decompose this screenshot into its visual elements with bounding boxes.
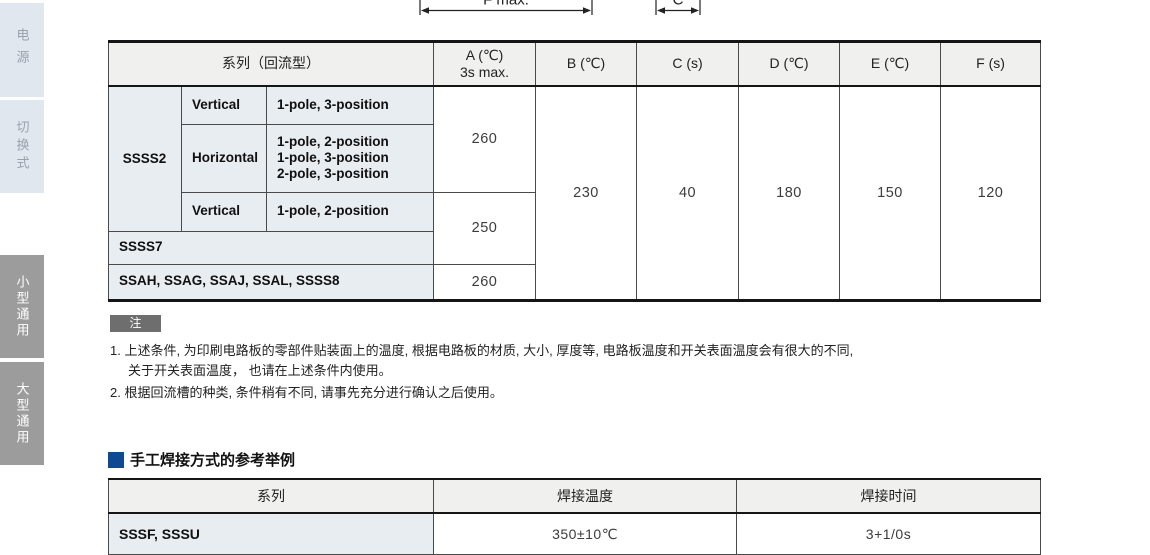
col-header-a-line1: A (℃) — [465, 46, 504, 63]
col-header-d: D (℃) — [738, 41, 841, 87]
cell-series-ssss7: SSSS7 — [107, 230, 435, 265]
cell-positions-2-line1: 1-pole, 2-position — [277, 133, 389, 149]
reflow-header-row: 系列（回流型） A (℃) 3s max. B (℃) C (s) D (℃) … — [107, 41, 1042, 87]
cell-a-260-top: 260 — [433, 85, 537, 193]
f-dim-arrowhead-right — [583, 7, 591, 14]
section-square-icon — [108, 451, 124, 468]
f-dim-arrowhead-left — [421, 7, 429, 14]
sidebar-tab-toggle-type: 切换式 — [0, 100, 44, 193]
cell-series-sssf-sssu: SSSF, SSSU — [108, 512, 434, 555]
note-badge: 注 — [110, 315, 161, 332]
f-max-dimension-label: F max. — [483, 0, 529, 9]
col-header-f: F (s) — [940, 41, 1042, 87]
cell-solder-time: 3+1/0s — [736, 512, 1041, 555]
col-header-solder-temp: 焊接温度 — [433, 478, 737, 514]
cell-positions-2-line2: 1-pole, 3-position — [277, 149, 389, 165]
section-title: 手工焊接方式的参考举例 — [130, 452, 296, 469]
table-row: SSAH, SSAG, SSAJ, SSAL, SSSS8 260 — [107, 263, 1041, 301]
dimension-diagram: F max. C — [419, 0, 701, 15]
c-dimension-label: C — [673, 0, 684, 9]
col-header-a-line2: 3s max. — [460, 64, 510, 80]
col-header-series-group: 系列（回流型） — [107, 41, 435, 87]
c-dim-arrowhead-right — [691, 7, 699, 14]
cell-orientation-horizontal: Horizontal — [181, 123, 267, 193]
col-header-b: B (℃) — [535, 41, 638, 87]
col-header-solder-time: 焊接时间 — [736, 478, 1041, 514]
sidebar-tab-small-general: 小型通用 — [0, 255, 44, 358]
cell-c-40: 40 — [636, 85, 740, 301]
cell-positions-1: 1-pole, 3-position — [265, 85, 435, 125]
reflow-conditions-table: 系列（回流型） A (℃) 3s max. B (℃) C (s) D (℃) … — [107, 40, 1042, 302]
table-row: Horizontal 1-pole, 2-position 1-pole, 3-… — [109, 123, 1041, 193]
note-1-line-2: 关于开关表面温度， 也请在上述条件内使用。 — [128, 363, 392, 378]
cell-series-ssah-group: SSAH, SSAG, SSAJ, SSAL, SSSS8 — [107, 263, 435, 301]
table-row: SSSS7 — [107, 230, 1041, 265]
cell-positions-3: 1-pole, 2-position — [265, 191, 435, 232]
hand-solder-table-container: 系列 焊接温度 焊接时间 SSSF, SSSU 350±10℃ 3+1/0s — [108, 478, 1041, 555]
c-dim-arrowhead-left — [657, 7, 665, 14]
hand-solder-section-header: 手工焊接方式的参考举例 — [108, 449, 295, 470]
cell-positions-2: 1-pole, 2-position 1-pole, 3-position 2-… — [265, 123, 435, 193]
col-header-series: 系列 — [108, 478, 434, 514]
cell-d-180: 180 — [738, 85, 841, 301]
sidebar-tab-power-supply: 电源 — [0, 3, 44, 97]
reflow-table-container: 系列（回流型） A (℃) 3s max. B (℃) C (s) D (℃) … — [107, 40, 1042, 302]
cell-e-150: 150 — [839, 85, 942, 301]
hand-solder-table: 系列 焊接温度 焊接时间 SSSF, SSSU 350±10℃ 3+1/0s — [108, 478, 1041, 555]
cell-a-250: 250 — [433, 191, 537, 265]
cell-f-120: 120 — [940, 85, 1042, 301]
sidebar-tab-large-general: 大型通用 — [0, 362, 44, 465]
col-header-e: E (℃) — [839, 41, 942, 87]
cell-orientation-vertical-1: Vertical — [181, 85, 267, 125]
note-1-line-1: 1. 上述条件, 为印刷电路板的零部件贴装面上的温度, 根据电路板的材质, 大小… — [110, 343, 854, 358]
note-2: 2. 根据回流槽的种类, 条件稍有不同, 请事先充分进行确认之后使用。 — [110, 385, 503, 400]
hand-solder-header-row: 系列 焊接温度 焊接时间 — [108, 478, 1041, 514]
col-header-a: A (℃) 3s max. — [433, 41, 537, 87]
cell-positions-2-line3: 2-pole, 3-position — [277, 166, 389, 182]
cell-series-ssss2: SSSS2 — [108, 85, 182, 232]
cell-b-230: 230 — [535, 85, 638, 301]
table-row: Vertical 1-pole, 2-position 250 — [109, 191, 1041, 265]
cell-a-260-bottom: 260 — [433, 263, 537, 301]
table-row: SSSS2 Vertical 1-pole, 3-position 260 23… — [108, 85, 1042, 301]
table-row: SSSF, SSSU 350±10℃ 3+1/0s — [108, 512, 1041, 555]
cell-orientation-vertical-2: Vertical — [181, 191, 267, 232]
cell-solder-temp: 350±10℃ — [433, 512, 737, 555]
col-header-c: C (s) — [636, 41, 740, 87]
